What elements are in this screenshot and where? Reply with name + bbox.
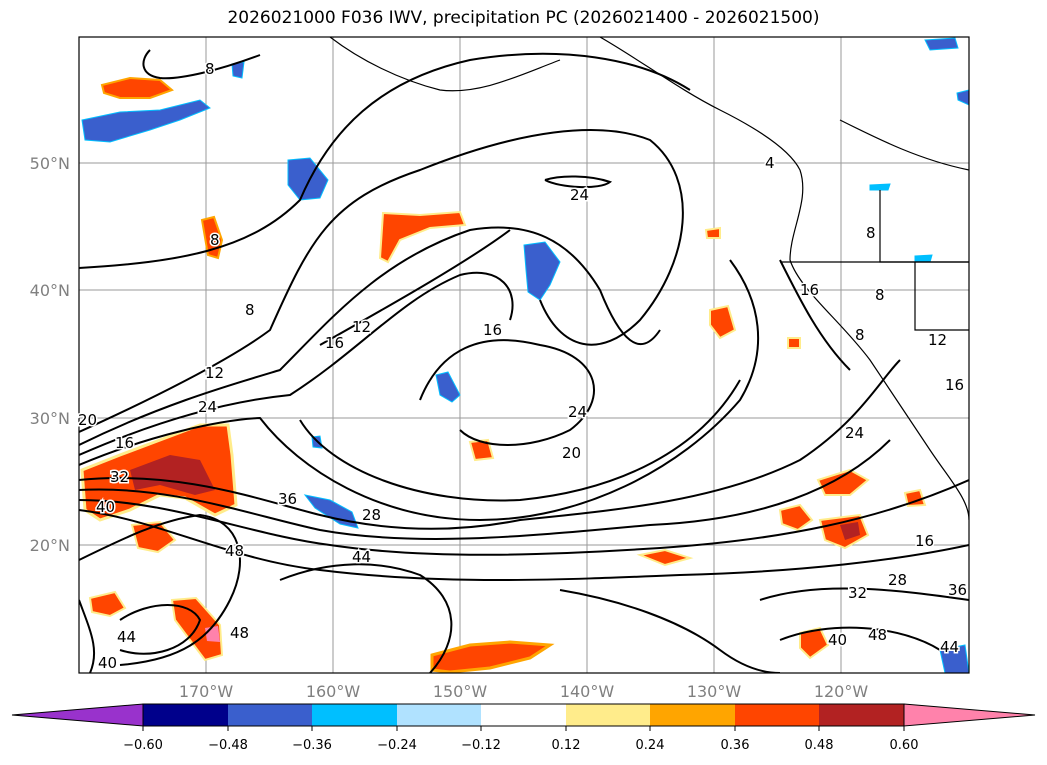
latitude-labels: 50°N 40°N 30°N 20°N bbox=[30, 154, 70, 555]
contour-label: 12 bbox=[352, 318, 371, 336]
contour-label: 40 bbox=[828, 631, 847, 649]
colorbar-segment bbox=[312, 704, 397, 726]
colorbar-tick-label: 0.60 bbox=[890, 738, 919, 753]
contour-label: 16 bbox=[115, 434, 134, 452]
colorbar-tick-label: 0.12 bbox=[552, 738, 581, 753]
contour-label: 32 bbox=[110, 468, 129, 486]
lat-tick-label: 30°N bbox=[30, 409, 70, 428]
contour-label: 12 bbox=[205, 364, 224, 382]
contour-label: 48 bbox=[868, 626, 887, 644]
lat-tick-label: 20°N bbox=[30, 536, 70, 555]
contour-label: 44 bbox=[117, 628, 136, 646]
plot-area bbox=[79, 37, 969, 673]
colorbar-ticks bbox=[142, 726, 905, 731]
colorbar: −0.60 −0.48 −0.36 −0.24 −0.12 0.12 0.24 … bbox=[11, 703, 1036, 753]
colorbar-frame bbox=[142, 703, 905, 727]
lon-tick-label: 130°W bbox=[687, 682, 742, 701]
lat-tick-label: 40°N bbox=[30, 281, 70, 300]
lon-tick-label: 150°W bbox=[433, 682, 488, 701]
colorbar-segment bbox=[819, 704, 904, 726]
iwv-contours bbox=[79, 49, 969, 673]
contour-label: 36 bbox=[278, 490, 297, 508]
contour-label: 8 bbox=[205, 60, 215, 78]
precipitation-shading bbox=[80, 37, 969, 673]
gridlines bbox=[79, 37, 969, 673]
contour-label: 48 bbox=[225, 542, 244, 560]
longitude-labels: 170°W 160°W 150°W 140°W 130°W 120°W bbox=[179, 682, 869, 701]
contour-label: 16 bbox=[483, 321, 502, 339]
contour-label: 28 bbox=[362, 506, 381, 524]
colorbar-segment bbox=[228, 704, 312, 726]
contour-label-group: 8 8 8 8 12 12 16 16 16 20 24 24 24 28 36… bbox=[77, 59, 969, 674]
colorbar-segment bbox=[143, 704, 228, 726]
lon-tick-label: 140°W bbox=[560, 682, 615, 701]
contour-label: 8 bbox=[875, 286, 885, 304]
colorbar-tick-label: −0.24 bbox=[377, 738, 417, 753]
colorbar-tick-label: 0.36 bbox=[721, 738, 750, 753]
colorbar-tick-label: 0.24 bbox=[636, 738, 665, 753]
contour-label: 36 bbox=[948, 581, 967, 599]
contour-label: 40 bbox=[96, 498, 115, 516]
colorbar-tick-label: −0.12 bbox=[461, 738, 501, 753]
colorbar-tick-label: −0.36 bbox=[292, 738, 332, 753]
contour-label: 40 bbox=[98, 654, 117, 672]
contour-label: 8 bbox=[866, 224, 876, 242]
contour-label: 24 bbox=[570, 186, 589, 204]
contour-label: 8 bbox=[245, 301, 255, 319]
colorbar-segment bbox=[397, 704, 481, 726]
contour-label: 16 bbox=[945, 376, 964, 394]
colorbar-extend-min bbox=[11, 703, 144, 727]
lat-tick-label: 50°N bbox=[30, 154, 70, 173]
colorbar-segment bbox=[735, 704, 819, 726]
contour-label: 16 bbox=[800, 281, 819, 299]
contour-label: 12 bbox=[928, 331, 947, 349]
colorbar-segment bbox=[566, 704, 650, 726]
contour-label: 32 bbox=[848, 584, 867, 602]
colorbar-tick-label: −0.48 bbox=[208, 738, 248, 753]
coastlines bbox=[329, 37, 969, 521]
lon-tick-label: 160°W bbox=[306, 682, 361, 701]
contour-label: 8 bbox=[210, 231, 220, 249]
contour-label: 24 bbox=[845, 424, 864, 442]
colorbar-tick-label: −0.60 bbox=[123, 738, 163, 753]
contour-label: 20 bbox=[562, 444, 581, 462]
contour-label: 24 bbox=[198, 398, 217, 416]
contour-label: 8 bbox=[855, 326, 865, 344]
contour-label: 24 bbox=[568, 403, 587, 421]
map-title: 2026021000 F036 IWV, precipitation PC (2… bbox=[227, 8, 820, 28]
contour-label: 44 bbox=[940, 638, 959, 656]
contour-label: 16 bbox=[915, 532, 934, 550]
contour-label: 28 bbox=[888, 571, 907, 589]
contour-label: 48 bbox=[230, 624, 249, 642]
colorbar-segment bbox=[650, 704, 735, 726]
lon-tick-label: 120°W bbox=[814, 682, 869, 701]
lon-tick-label: 170°W bbox=[179, 682, 234, 701]
colorbar-extend-max bbox=[903, 703, 1036, 727]
colorbar-segment bbox=[481, 704, 566, 726]
contour-label: 16 bbox=[325, 334, 344, 352]
plot-frame bbox=[78, 36, 970, 674]
colorbar-tick-label: 0.48 bbox=[805, 738, 834, 753]
contour-label: 20 bbox=[78, 411, 97, 429]
contour-label: 44 bbox=[352, 548, 371, 566]
contour-label: 4 bbox=[765, 154, 775, 172]
